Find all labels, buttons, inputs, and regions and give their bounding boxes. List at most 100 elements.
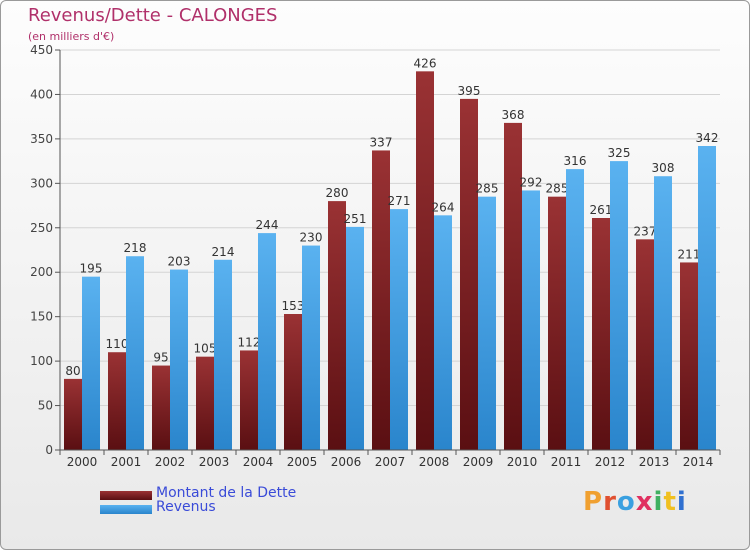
bar-revenus [258,233,276,450]
bar-revenus [654,176,672,450]
x-tick-label: 2002 [155,455,186,469]
bar-dette [240,350,258,450]
bar-dette [108,352,126,450]
bar-dette [196,356,214,450]
logo-letter: x [635,487,654,517]
data-label-revenus: 214 [212,245,235,259]
x-tick-label: 2012 [595,455,626,469]
bar-revenus [522,190,540,450]
data-label-revenus: 316 [564,154,587,168]
chart-title: Revenus/Dette - CALONGES [28,5,278,26]
data-label-dette: 211 [678,247,701,261]
data-label-revenus: 218 [124,241,147,255]
x-tick-label: 2011 [551,455,582,469]
legend-label-revenus: Revenus [156,499,216,515]
data-label-revenus: 230 [300,231,323,245]
data-label-revenus: 308 [652,161,675,175]
y-axis: 0 50 100 150 200 250 300 350 400 450 [30,43,61,457]
bar-revenus [478,196,496,450]
y-tick-label: 300 [30,176,53,190]
bar-revenus [566,169,584,450]
y-tick-label: 400 [30,87,53,101]
y-tick-label: 450 [30,43,53,57]
bar-dette [64,378,82,450]
data-label-revenus: 325 [608,146,631,160]
bar-dette [680,262,698,450]
x-tick-label: 2000 [67,455,98,469]
legend-swatch-revenus [100,505,152,514]
data-label-revenus: 292 [520,175,543,189]
data-label-revenus: 203 [168,255,191,269]
bar-revenus [610,161,628,450]
y-tick-label: 150 [30,310,53,324]
bar-revenus [302,245,320,450]
data-label-revenus: 342 [696,131,719,145]
data-label-revenus: 195 [80,262,103,276]
x-tick-label: 2008 [419,455,450,469]
bar-revenus [214,259,232,450]
data-label-revenus: 285 [476,182,499,196]
data-label-dette: 112 [238,335,261,349]
bars: 80 195 110 218 95 203 105 214 112 244 153 230 280 251… [64,56,718,450]
data-label-dette: 80 [65,364,80,378]
data-label-dette: 261 [590,203,613,217]
data-label-dette: 95 [153,351,168,365]
data-label-dette: 426 [414,56,437,70]
x-tick-label: 2006 [331,455,362,469]
x-tick-label: 2004 [243,455,274,469]
x-tick-label: 2003 [199,455,230,469]
bar-dette [284,314,302,450]
data-label-revenus: 271 [388,194,411,208]
y-tick-label: 250 [30,221,53,235]
x-tick-label: 2007 [375,455,406,469]
logo-letter: i [653,487,664,517]
data-label-dette: 368 [502,108,525,122]
bar-dette [328,201,346,450]
data-label-dette: 395 [458,84,481,98]
logo-letter: r [603,487,617,517]
x-tick-label: 2010 [507,455,538,469]
data-label-dette: 337 [370,135,393,149]
y-tick-label: 350 [30,132,53,146]
logo-letter: P [583,487,604,517]
x-tick-label: 2009 [463,455,494,469]
x-tick-label: 2005 [287,455,318,469]
x-axis: 2000 2001 2002 2003 2004 2005 2006 2007 2008 2009… [59,449,721,469]
y-tick-label: 100 [30,354,53,368]
data-label-dette: 285 [546,182,569,196]
y-tick-label: 50 [38,399,53,413]
bar-dette [504,122,522,450]
data-label-dette: 237 [634,224,657,238]
bar-dette [416,71,434,450]
bar-revenus [346,226,364,450]
bar-revenus [170,269,188,450]
bar-revenus [434,215,452,450]
bar-revenus [82,276,100,450]
bar-revenus [126,256,144,450]
data-label-revenus: 244 [256,218,279,232]
proxiti-logo: Proxiti [583,487,687,517]
bar-revenus [698,146,716,450]
x-tick-label: 2001 [111,455,142,469]
bar-dette [548,196,566,450]
data-label-dette: 110 [106,337,129,351]
bar-dette [592,218,610,450]
legend-label-dette: Montant de la Dette [156,485,297,501]
y-tick-label: 200 [30,265,53,279]
data-label-dette: 105 [194,342,217,356]
logo-letter: t [663,487,677,517]
y-tick-label: 0 [45,443,53,457]
bar-revenus [390,209,408,450]
data-label-dette: 280 [326,186,349,200]
data-label-revenus: 264 [432,200,455,214]
bar-dette [152,365,170,450]
bar-dette [460,98,478,450]
logo-letter: i [676,487,687,517]
legend-swatch-dette [100,491,152,500]
data-label-dette: 153 [282,299,305,313]
bar-dette [372,150,390,450]
x-tick-label: 2014 [683,455,714,469]
data-label-revenus: 251 [344,212,367,226]
bar-dette [636,239,654,450]
